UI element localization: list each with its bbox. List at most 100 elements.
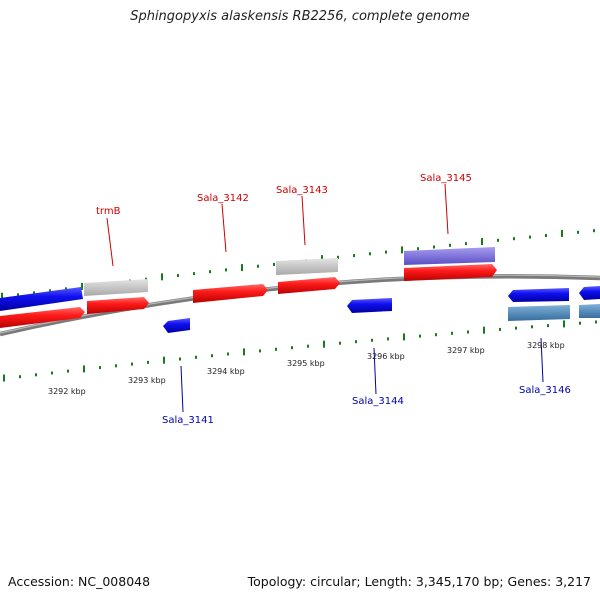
minor-tick xyxy=(449,243,451,247)
minor-tick xyxy=(385,250,387,254)
major-tick xyxy=(241,264,243,272)
topology-text: Topology: circular; Length: 3,345,170 bp… xyxy=(247,574,591,589)
minor-tick xyxy=(435,333,437,337)
minor-tick xyxy=(545,234,547,237)
gene-reverse-right-edge xyxy=(579,286,600,300)
leader-sala3145 xyxy=(444,183,449,235)
other-feature-trmB-region xyxy=(84,279,148,296)
major-tick xyxy=(161,273,163,281)
gene-forward-sala3142 xyxy=(193,284,268,303)
kbp-label-3294: 3294 kbp xyxy=(207,367,245,376)
gene-label-sala3143: Sala_3143 xyxy=(276,185,328,196)
minor-tick xyxy=(257,264,259,268)
major-tick xyxy=(83,365,85,373)
kbp-label-3296: 3296 kbp xyxy=(367,352,405,361)
minor-tick xyxy=(515,326,517,330)
minor-tick xyxy=(99,366,101,370)
minor-tick xyxy=(49,289,51,293)
other-feature-sala3143-region xyxy=(276,258,338,275)
major-tick xyxy=(481,238,483,245)
gene-label-sala3142: Sala_3142 xyxy=(197,193,249,204)
kbp-label-3293: 3293 kbp xyxy=(128,376,166,385)
minor-tick xyxy=(467,330,469,334)
kbp-label-3295: 3295 kbp xyxy=(287,359,325,368)
minor-tick xyxy=(355,340,357,344)
minor-tick xyxy=(275,347,277,351)
minor-tick xyxy=(531,325,533,329)
minor-tick xyxy=(451,331,453,335)
major-tick xyxy=(561,229,563,237)
gene-reverse-left-1 xyxy=(0,287,83,311)
lower-tick-row xyxy=(3,320,597,382)
kbp-label-3292: 3292 kbp xyxy=(48,387,86,396)
major-tick xyxy=(563,320,565,328)
minor-tick xyxy=(51,371,53,375)
minor-tick xyxy=(529,235,531,239)
minor-tick xyxy=(259,349,261,353)
minor-tick xyxy=(371,338,373,342)
gene-label-sala3145: Sala_3145 xyxy=(420,173,472,184)
major-tick xyxy=(1,292,3,300)
other-feature-right-edge xyxy=(579,304,600,318)
accession-text: Accession: NC_008048 xyxy=(8,574,151,589)
minor-tick xyxy=(417,247,419,251)
leader-sala3142 xyxy=(221,203,227,253)
leader-sala3143 xyxy=(301,195,306,246)
gene-forward-left-1 xyxy=(0,307,85,328)
minor-tick xyxy=(497,238,499,242)
leader-trmB xyxy=(106,217,114,267)
other-feature-sala3146-region xyxy=(508,305,570,321)
minor-tick xyxy=(193,272,195,276)
minor-tick xyxy=(291,346,293,350)
gene-label-sala3146: Sala_3146 xyxy=(519,385,571,396)
major-tick xyxy=(81,282,83,290)
minor-tick xyxy=(227,352,229,356)
minor-tick xyxy=(499,327,501,331)
minor-tick xyxy=(179,357,181,361)
minor-tick xyxy=(209,270,211,274)
minor-tick xyxy=(595,320,597,324)
leader-sala3144 xyxy=(373,347,377,395)
major-tick xyxy=(403,333,405,341)
gene-label-sala3144: Sala_3144 xyxy=(352,396,404,407)
gene-label-sala3141: Sala_3141 xyxy=(162,415,214,426)
minor-tick xyxy=(577,230,579,234)
minor-tick xyxy=(273,262,275,266)
gene-label-trmB: trmB xyxy=(96,206,121,217)
map-title: Sphingopyxis alaskensis RB2256, complete… xyxy=(130,9,470,24)
minor-tick xyxy=(17,293,19,297)
minor-tick xyxy=(211,354,213,358)
minor-tick xyxy=(433,245,435,249)
minor-tick xyxy=(35,373,37,377)
minor-tick xyxy=(307,344,309,348)
major-tick xyxy=(163,356,165,364)
minor-tick xyxy=(513,237,515,241)
gene-forward-sala3143 xyxy=(278,277,340,294)
minor-tick xyxy=(65,287,67,291)
major-tick xyxy=(401,246,403,254)
minor-tick xyxy=(131,362,133,366)
minor-tick xyxy=(339,341,341,345)
minor-tick xyxy=(225,268,227,272)
minor-tick xyxy=(19,375,21,379)
gene-reverse-sala3144 xyxy=(347,298,392,313)
minor-tick xyxy=(387,337,389,341)
minor-tick xyxy=(177,274,179,277)
minor-tick xyxy=(33,291,35,295)
gene-forward-sala3145 xyxy=(404,264,497,281)
minor-tick xyxy=(115,364,117,368)
leader-sala3141 xyxy=(180,365,184,413)
minor-tick xyxy=(195,355,197,359)
minor-tick xyxy=(337,255,339,259)
minor-tick xyxy=(147,360,149,364)
minor-tick xyxy=(369,252,371,256)
minor-tick xyxy=(579,321,581,325)
gene-reverse-sala3141 xyxy=(163,318,190,333)
minor-tick xyxy=(67,369,69,373)
gene-forward-trmB xyxy=(87,297,149,314)
major-tick xyxy=(321,255,323,263)
minor-tick xyxy=(419,334,421,338)
major-tick xyxy=(3,374,5,382)
minor-tick xyxy=(465,242,467,246)
